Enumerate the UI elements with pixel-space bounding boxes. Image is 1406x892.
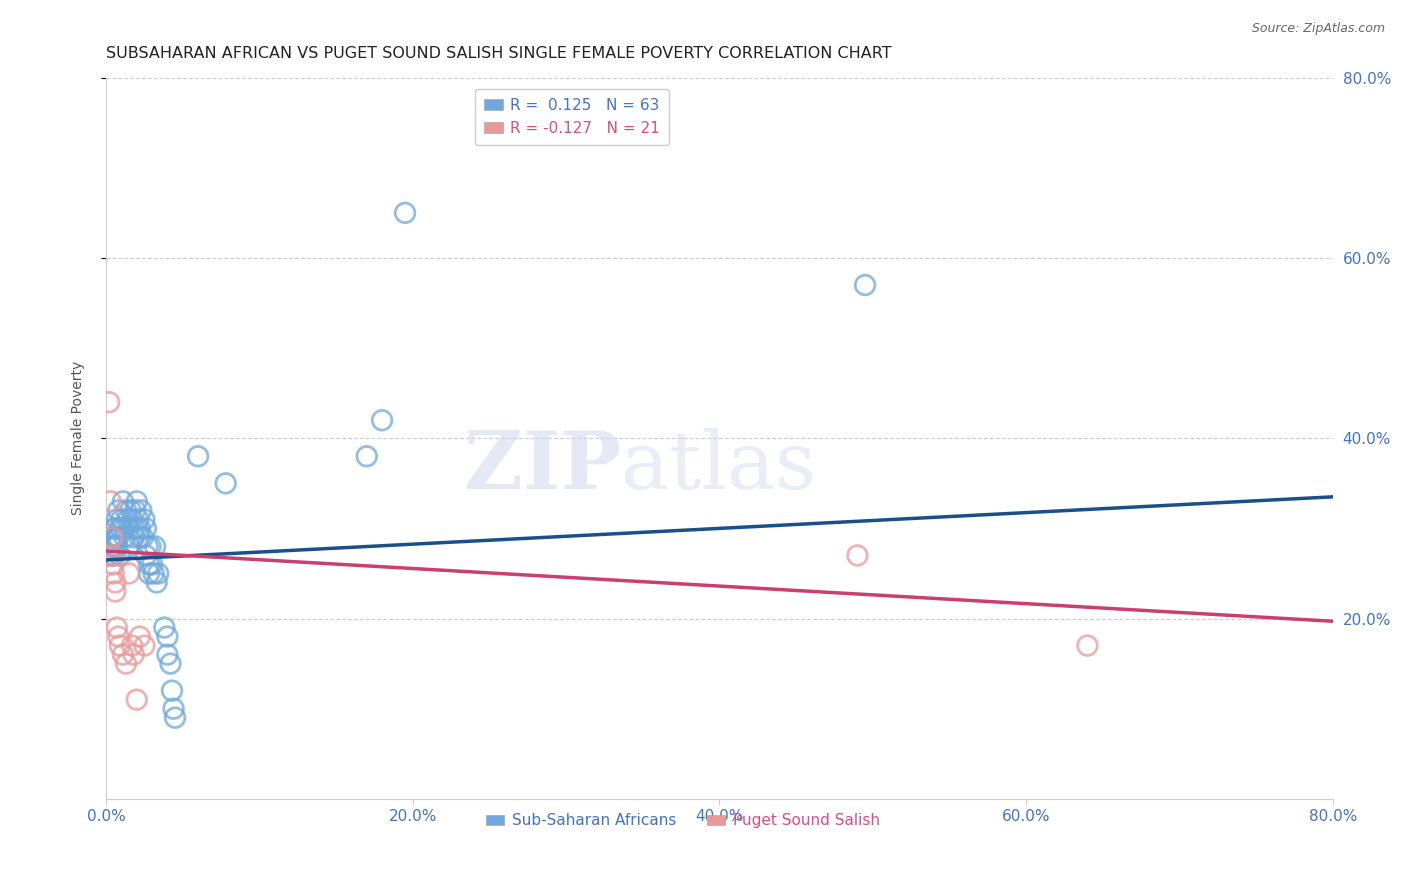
Point <box>110 521 132 535</box>
Point <box>98 395 121 409</box>
Text: Source: ZipAtlas.com: Source: ZipAtlas.com <box>1251 22 1385 36</box>
Point <box>122 530 145 544</box>
Legend: Sub-Saharan Africans, Puget Sound Salish: Sub-Saharan Africans, Puget Sound Salish <box>479 807 886 834</box>
Point <box>111 648 134 662</box>
Point <box>128 521 150 535</box>
Point <box>846 549 869 563</box>
Point <box>107 630 129 644</box>
Y-axis label: Single Female Poverty: Single Female Poverty <box>72 361 86 516</box>
Point <box>215 476 238 491</box>
Text: atlas: atlas <box>621 428 817 506</box>
Point <box>122 648 145 662</box>
Point <box>153 621 176 635</box>
Point <box>187 450 209 464</box>
Point <box>134 512 156 526</box>
Point <box>125 521 148 535</box>
Point <box>107 530 129 544</box>
Point <box>142 566 165 581</box>
Point <box>104 540 127 554</box>
Point <box>103 540 125 554</box>
Point <box>162 701 184 715</box>
Point <box>104 575 127 590</box>
Point <box>128 530 150 544</box>
Point <box>104 584 127 599</box>
Point <box>110 512 132 526</box>
Point <box>103 521 125 535</box>
Point <box>139 540 162 554</box>
Point <box>118 521 141 535</box>
Point <box>104 521 127 535</box>
Point <box>108 639 131 653</box>
Point <box>100 530 122 544</box>
Point <box>127 512 149 526</box>
Point <box>122 521 145 535</box>
Text: SUBSAHARAN AFRICAN VS PUGET SOUND SALISH SINGLE FEMALE POVERTY CORRELATION CHART: SUBSAHARAN AFRICAN VS PUGET SOUND SALISH… <box>105 46 891 62</box>
Point <box>118 540 141 554</box>
Point <box>124 503 146 517</box>
Point <box>371 413 394 427</box>
Point <box>98 549 121 563</box>
Point <box>148 566 170 581</box>
Point <box>101 549 124 563</box>
Point <box>135 549 157 563</box>
Point <box>121 639 143 653</box>
Point <box>101 549 124 563</box>
Point <box>1076 639 1098 653</box>
Point <box>394 206 416 220</box>
Text: ZIP: ZIP <box>464 428 621 506</box>
Point <box>114 521 136 535</box>
Point <box>121 512 143 526</box>
Point <box>111 494 134 508</box>
Point <box>115 657 138 671</box>
Point <box>120 503 142 517</box>
Point <box>105 540 128 554</box>
Point <box>103 549 125 563</box>
Point <box>156 648 179 662</box>
Point <box>143 540 166 554</box>
Point <box>117 512 139 526</box>
Point <box>138 558 160 572</box>
Point <box>156 630 179 644</box>
Point <box>125 494 148 508</box>
Point <box>131 503 153 517</box>
Point <box>138 566 160 581</box>
Point <box>103 558 125 572</box>
Point <box>118 566 141 581</box>
Point <box>141 558 163 572</box>
Point <box>134 639 156 653</box>
Point <box>125 692 148 706</box>
Point <box>136 540 159 554</box>
Point <box>105 530 128 544</box>
Point <box>107 503 129 517</box>
Point <box>165 711 187 725</box>
Point <box>105 512 128 526</box>
Point <box>108 521 131 535</box>
Point <box>159 657 181 671</box>
Point <box>160 683 183 698</box>
Point <box>101 540 124 554</box>
Point <box>135 521 157 535</box>
Point <box>128 630 150 644</box>
Point <box>104 530 127 544</box>
Point <box>100 494 122 508</box>
Point <box>356 450 378 464</box>
Point <box>114 530 136 544</box>
Point <box>115 503 138 517</box>
Point <box>101 530 124 544</box>
Point <box>105 621 128 635</box>
Point <box>145 575 167 590</box>
Point <box>132 530 155 544</box>
Point <box>853 278 876 293</box>
Point <box>103 566 125 581</box>
Point <box>108 549 131 563</box>
